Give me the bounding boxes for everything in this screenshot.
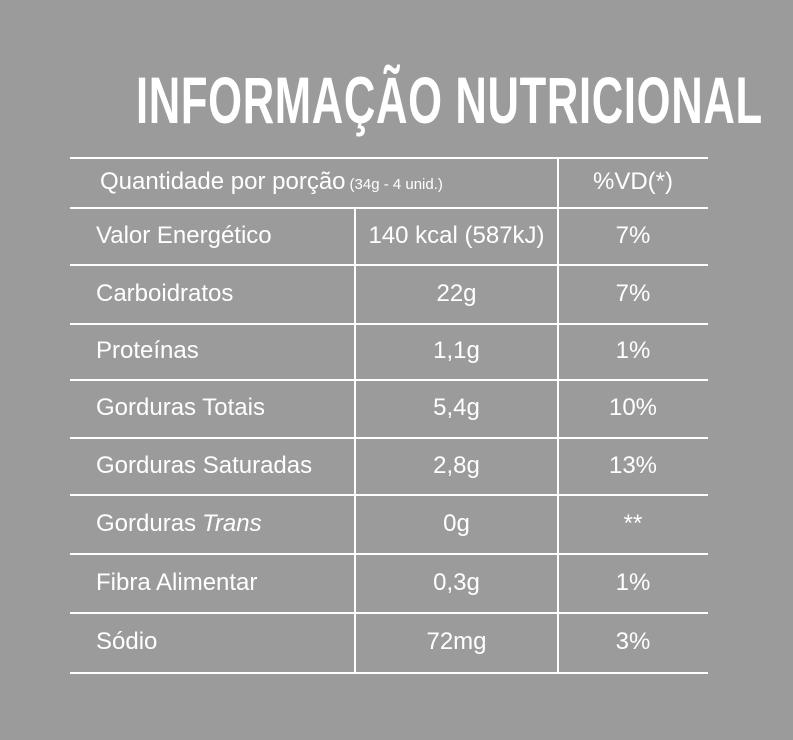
row-divider: [70, 157, 708, 159]
daily-value: 10%: [608, 394, 658, 421]
nutrient-name: Carboidratos: [96, 279, 234, 307]
daily-value: 13%: [608, 451, 658, 479]
header-dv: %VD(*): [592, 168, 673, 195]
daily-value: 7%: [615, 221, 651, 249]
amount: 72mg: [426, 628, 487, 655]
column-divider: [557, 157, 559, 673]
daily-value: 1%: [615, 568, 651, 596]
row-divider: [70, 437, 708, 439]
amount: 22g: [436, 279, 477, 307]
nutrient-label: Gorduras Trans: [96, 509, 262, 539]
header-text: Quantidade por porção: [100, 168, 346, 195]
row-divider: [70, 612, 708, 614]
row-divider: [70, 323, 708, 325]
nutrient-label: Gorduras Totais: [96, 393, 265, 423]
amount: 2,8g: [433, 451, 480, 479]
nutrient-name: Gorduras Saturadas: [96, 451, 313, 479]
nutrient-label: Gorduras Saturadas: [96, 451, 312, 481]
amount: 140 kcal (587kJ): [368, 221, 545, 249]
daily-value: 1%: [615, 337, 651, 364]
amount: 1,1g: [433, 337, 480, 364]
nutrient-label: Sódio: [96, 627, 157, 657]
amount: 5,4g: [433, 394, 480, 421]
row-divider: [70, 553, 708, 555]
nutrient-label: Fibra Alimentar: [96, 568, 257, 598]
column-divider: [354, 207, 356, 673]
row-divider: [70, 207, 708, 209]
title: INFORMAÇÃO NUTRICIONAL: [136, 63, 763, 137]
daily-value: 7%: [615, 279, 651, 307]
nutrient-name-italic: Trans: [202, 509, 262, 537]
nutrient-label: Proteínas: [96, 336, 199, 366]
nutrient-label: Valor Energético: [96, 221, 272, 251]
row-divider: [70, 672, 708, 674]
amount: 0g: [443, 509, 470, 537]
amount: 0,3g: [433, 568, 480, 596]
nutrient-name: Gorduras Totais: [96, 394, 265, 421]
portion-size: (34g - 4 unid.): [349, 176, 443, 193]
row-divider: [70, 494, 708, 496]
nutrient-name: Gorduras: [96, 509, 197, 537]
nutrient-name: Sódio: [96, 628, 158, 655]
header-label: Quantidade por porção (34g - 4 unid.): [100, 167, 443, 200]
nutrient-name: Proteínas: [96, 337, 199, 364]
nutrient-name: Valor Energético: [96, 221, 272, 249]
row-divider: [70, 264, 708, 266]
daily-value: **: [623, 509, 643, 537]
row-divider: [70, 379, 708, 381]
nutrient-name: Fibra Alimentar: [96, 568, 258, 596]
daily-value: 3%: [615, 628, 651, 655]
nutrient-label: Carboidratos: [96, 279, 233, 309]
